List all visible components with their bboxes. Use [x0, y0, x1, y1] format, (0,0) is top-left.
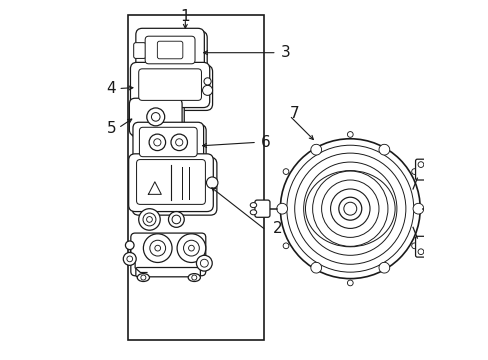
Circle shape	[346, 132, 352, 137]
Ellipse shape	[310, 144, 321, 155]
Ellipse shape	[250, 203, 256, 208]
Circle shape	[123, 252, 136, 265]
Ellipse shape	[250, 210, 256, 215]
Ellipse shape	[276, 203, 287, 214]
Circle shape	[196, 255, 212, 271]
Circle shape	[151, 113, 160, 121]
Text: 2: 2	[273, 221, 282, 236]
Text: 7: 7	[289, 106, 298, 121]
FancyBboxPatch shape	[135, 125, 206, 165]
Circle shape	[146, 217, 152, 222]
Circle shape	[417, 249, 423, 255]
FancyBboxPatch shape	[133, 65, 212, 111]
FancyBboxPatch shape	[128, 154, 213, 212]
Circle shape	[338, 197, 361, 220]
Circle shape	[171, 134, 187, 150]
FancyBboxPatch shape	[131, 100, 184, 138]
FancyBboxPatch shape	[139, 69, 201, 100]
Text: 5: 5	[106, 121, 116, 135]
Circle shape	[183, 240, 199, 256]
Bar	[128, 15, 264, 339]
Circle shape	[153, 139, 161, 146]
Ellipse shape	[188, 274, 200, 282]
Circle shape	[206, 177, 218, 188]
Circle shape	[202, 85, 212, 95]
Circle shape	[175, 139, 183, 146]
FancyBboxPatch shape	[157, 41, 183, 59]
Circle shape	[172, 215, 180, 224]
Circle shape	[146, 108, 164, 126]
Circle shape	[203, 78, 211, 85]
Text: 6: 6	[260, 135, 270, 150]
Circle shape	[142, 213, 156, 226]
Circle shape	[188, 245, 194, 251]
FancyBboxPatch shape	[133, 42, 145, 58]
Text: 3: 3	[280, 45, 289, 60]
Circle shape	[141, 275, 145, 280]
FancyBboxPatch shape	[129, 98, 182, 135]
Circle shape	[155, 245, 160, 251]
Ellipse shape	[378, 144, 389, 155]
Circle shape	[343, 202, 356, 215]
FancyBboxPatch shape	[415, 236, 426, 257]
FancyBboxPatch shape	[136, 28, 204, 72]
Circle shape	[143, 234, 172, 262]
FancyBboxPatch shape	[444, 196, 457, 222]
Text: 1: 1	[180, 9, 190, 24]
FancyBboxPatch shape	[145, 36, 195, 64]
Circle shape	[177, 234, 205, 262]
FancyBboxPatch shape	[133, 122, 203, 162]
Circle shape	[200, 259, 208, 267]
Circle shape	[283, 243, 288, 249]
FancyBboxPatch shape	[131, 233, 205, 276]
FancyBboxPatch shape	[139, 127, 197, 157]
FancyBboxPatch shape	[415, 159, 426, 180]
Ellipse shape	[137, 274, 149, 282]
FancyBboxPatch shape	[136, 159, 205, 204]
Ellipse shape	[378, 262, 389, 273]
FancyBboxPatch shape	[254, 200, 269, 217]
Circle shape	[417, 162, 423, 167]
Circle shape	[126, 256, 132, 262]
FancyBboxPatch shape	[139, 31, 207, 75]
Circle shape	[149, 134, 165, 150]
FancyBboxPatch shape	[136, 267, 200, 277]
FancyBboxPatch shape	[132, 157, 217, 215]
Circle shape	[149, 240, 165, 256]
Text: 4: 4	[106, 81, 116, 96]
Circle shape	[139, 209, 160, 230]
Circle shape	[125, 241, 134, 249]
FancyBboxPatch shape	[130, 62, 209, 108]
Circle shape	[168, 212, 184, 227]
Ellipse shape	[412, 203, 423, 214]
Ellipse shape	[310, 262, 321, 273]
Circle shape	[280, 139, 419, 279]
Circle shape	[447, 205, 454, 212]
Circle shape	[411, 169, 417, 175]
Circle shape	[191, 275, 196, 280]
Circle shape	[283, 169, 288, 175]
Circle shape	[411, 243, 417, 249]
Circle shape	[346, 280, 352, 286]
